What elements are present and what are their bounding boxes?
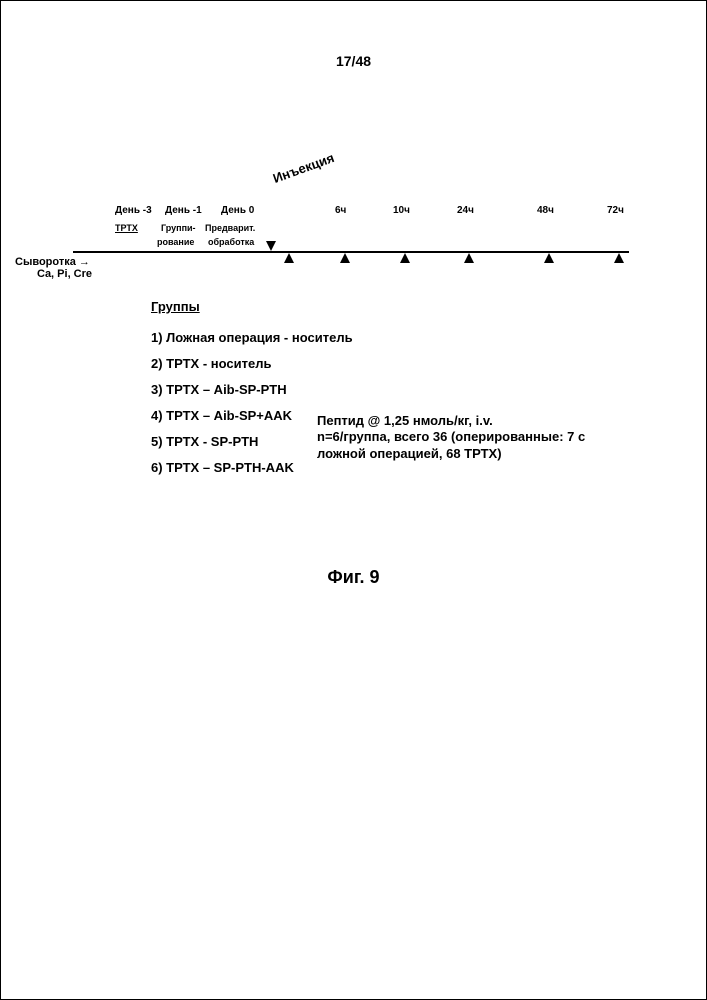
group-item: 6) ТРТХ – SP-PTH-AAK: [151, 460, 353, 475]
info-text: Пептид @ 1,25 нмоль/кг, i.v.n=6/группа, …: [317, 413, 597, 462]
page-number: 17/48: [336, 53, 371, 69]
time-label: 72ч: [607, 205, 624, 216]
tptx-label: ТРТХ: [115, 223, 138, 233]
injection-arrow-icon: [266, 241, 276, 251]
serum-sub: Ca, Pi, Cre: [37, 268, 92, 280]
groups-title: Группы: [151, 299, 353, 314]
tick-icon: [614, 253, 624, 263]
timeline-top-labels: День -3 День -1 День 0 6ч 10ч 24ч 48ч 72…: [73, 205, 629, 223]
sub-label: обработка: [208, 237, 254, 247]
tick-icon: [340, 253, 350, 263]
figure-caption: Фиг. 9: [327, 567, 379, 588]
day-label: День -1: [165, 205, 202, 216]
time-label: 48ч: [537, 205, 554, 216]
tick-icon: [464, 253, 474, 263]
group-item: 2) ТРТХ - носитель: [151, 356, 353, 371]
time-label: 6ч: [335, 205, 346, 216]
serum-label: Сыворотка → Ca, Pi, Cre: [15, 256, 92, 280]
tick-icon: [400, 253, 410, 263]
day-label: День -3: [115, 205, 152, 216]
group-item: 3) ТРТХ – Aib-SP-PTH: [151, 382, 353, 397]
time-label: 24ч: [457, 205, 474, 216]
group-item: 1) Ложная операция - носитель: [151, 330, 353, 345]
sub-label: рование: [157, 237, 194, 247]
sub-label: Предварит.: [205, 223, 255, 233]
timeline: Инъекция День -3 День -1 День 0 6ч 10ч 2…: [73, 205, 629, 267]
sub-label: Группи-: [161, 223, 196, 233]
serum-text: Сыворотка →: [15, 256, 90, 268]
tick-icon: [544, 253, 554, 263]
injection-label: Инъекция: [271, 150, 336, 186]
tick-icon: [284, 253, 294, 263]
timeline-ticks: [73, 253, 629, 267]
timeline-sub-labels: ТРТХ Группи- Предварит.: [73, 223, 629, 237]
time-label: 10ч: [393, 205, 410, 216]
day-label: День 0: [221, 205, 254, 216]
timeline-sub-labels-2: рование обработка: [73, 237, 629, 251]
